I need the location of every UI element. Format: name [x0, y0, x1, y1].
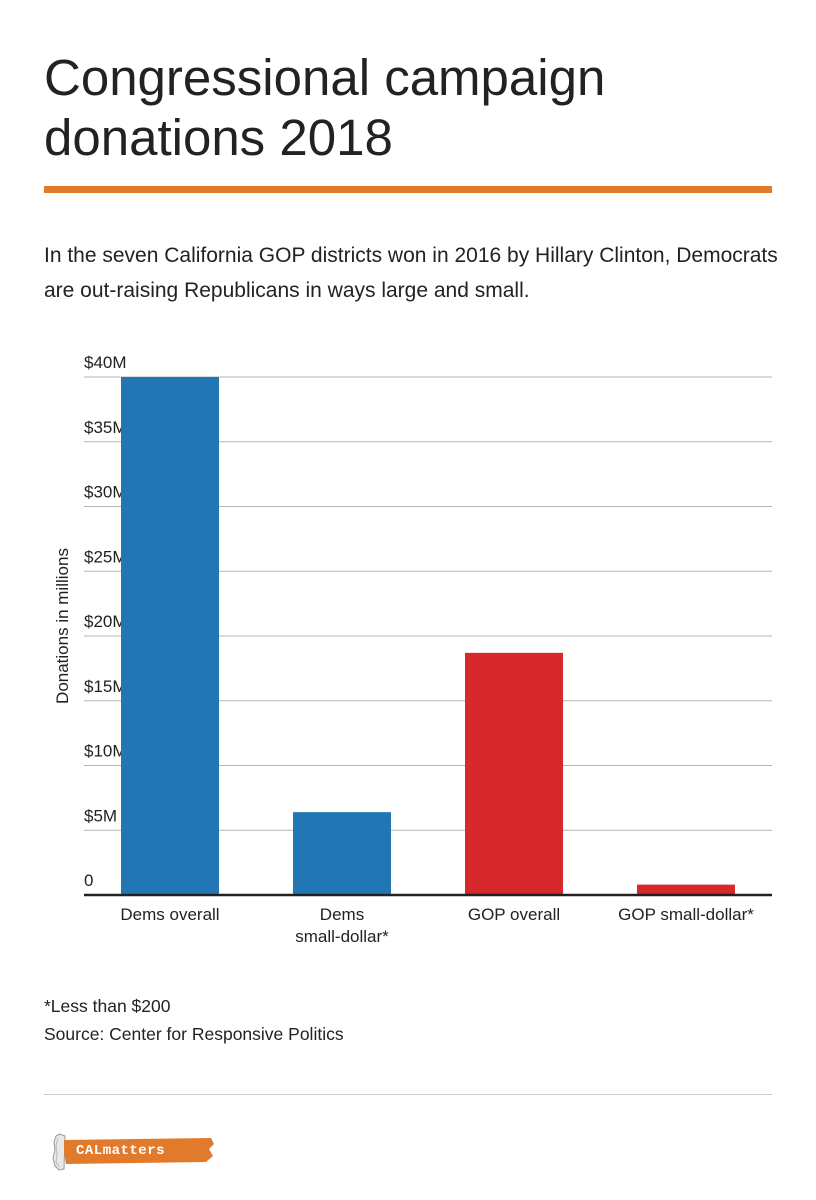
chart-title: Congressional campaign donations 2018: [44, 49, 606, 166]
bar: [121, 377, 219, 895]
chart-subtitle: In the seven California GOP districts wo…: [44, 244, 778, 302]
y-axis-label: Donations in millions: [53, 548, 72, 704]
y-tick-label: $5M: [84, 806, 117, 825]
x-tick-label: GOP small-dollar*: [618, 905, 754, 924]
y-tick-label: $20M: [84, 612, 127, 631]
y-tick-label: $40M: [84, 353, 127, 372]
y-tick-label: $35M: [84, 418, 127, 437]
calmatters-logo: CALmatters: [46, 1132, 216, 1172]
bar-chart: 0 $5M $10M $15M $20M $25M $30M $35M $40M Dems ove…: [53, 353, 772, 946]
footer-divider: [44, 1094, 772, 1095]
x-tick-label: Dems: [320, 905, 364, 924]
y-tick-label: $10M: [84, 742, 127, 761]
x-tick-label: Dems overall: [120, 905, 219, 924]
footnote-less-than-200: *Less than $200: [44, 996, 171, 1016]
bar: [637, 884, 735, 895]
title-accent-rule: [44, 186, 772, 193]
bar: [465, 652, 563, 895]
source-note: Source: Center for Responsive Politics: [44, 1024, 344, 1044]
y-tick-label: $15M: [84, 677, 127, 696]
bar: [293, 812, 391, 895]
x-tick-label: small-dollar*: [295, 927, 389, 946]
y-tick-label: $30M: [84, 483, 127, 502]
logo-wordmark: CALmatters: [76, 1143, 166, 1159]
y-tick-label: $25M: [84, 547, 127, 566]
x-tick-label: GOP overall: [468, 905, 560, 924]
footnotes: *Less than $200 Source: Center for Respo…: [44, 992, 344, 1048]
y-tick-label: 0: [84, 871, 93, 890]
